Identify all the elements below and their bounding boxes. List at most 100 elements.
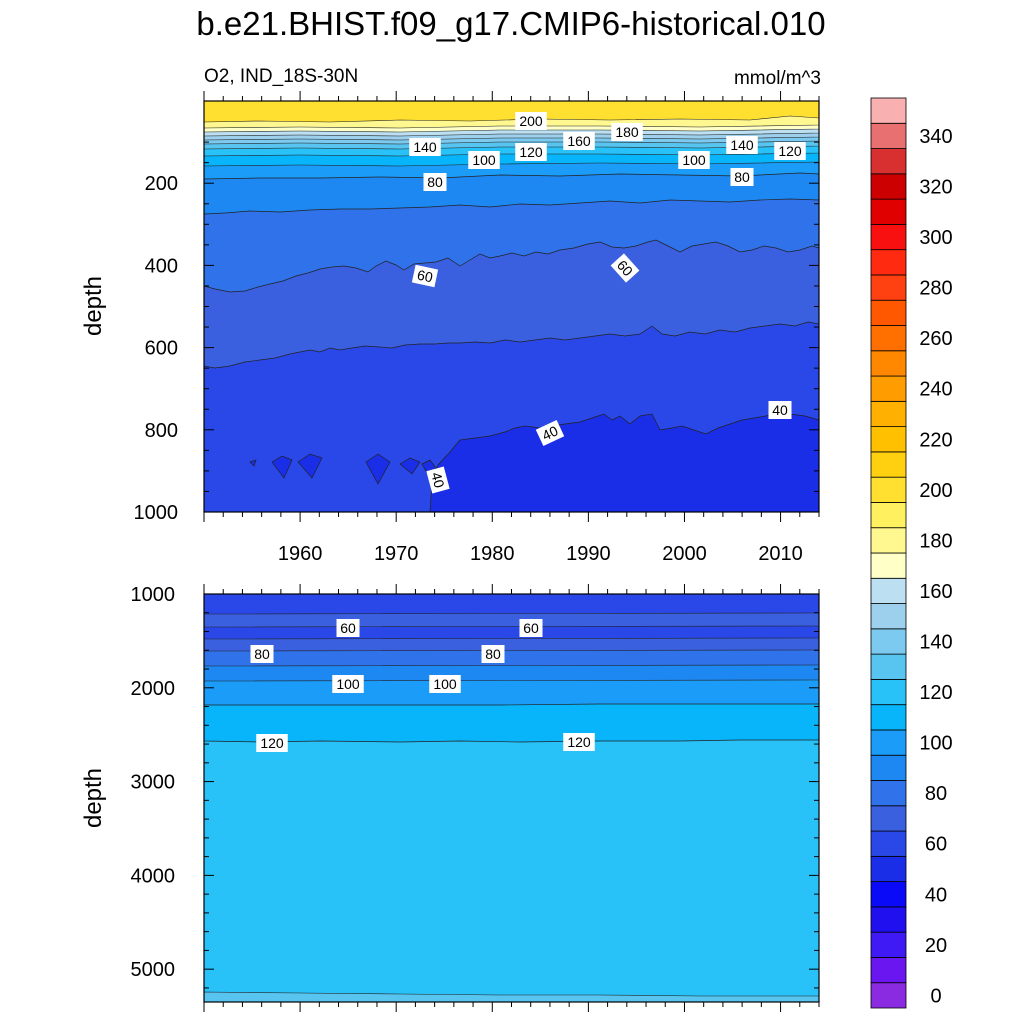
colorbar-swatch xyxy=(870,527,907,554)
contour-label-text: 100 xyxy=(472,152,496,168)
lower-y-axis: 1000 2000 3000 4000 5000 xyxy=(131,584,819,989)
contour-label-box xyxy=(610,253,640,283)
contour-label-box xyxy=(468,151,500,169)
contour-label: 60 xyxy=(336,619,360,637)
colorbar-tick-label: 100 xyxy=(919,733,952,755)
contour-label: 140 xyxy=(409,138,441,156)
contour-label-box xyxy=(409,138,441,156)
upper-panel: 200 400 600 800 1000 1960 1970 1980 1990 2000 201… xyxy=(80,91,820,565)
colorbar-tick-label: 280 xyxy=(919,278,952,300)
colorbar-swatch xyxy=(870,628,907,655)
contour-label: 120 xyxy=(515,143,547,161)
colorbar-tick-label: 20 xyxy=(925,935,947,957)
contour-label-box xyxy=(426,466,450,494)
colorbar-swatch xyxy=(870,400,907,428)
upper-xtick-label: 2000 xyxy=(662,543,707,565)
colorbar-swatch xyxy=(870,754,907,781)
contour-label-box xyxy=(563,733,595,751)
contour-label-box xyxy=(256,734,288,752)
colorbar-swatch xyxy=(870,906,907,933)
fill-blob-4 xyxy=(365,453,391,485)
contour-label-text: 80 xyxy=(427,174,443,190)
contour-label-box xyxy=(515,112,547,130)
upper-ytick-label: 200 xyxy=(145,173,178,195)
colorbar-swatch xyxy=(870,678,907,706)
colorbar-swatch xyxy=(870,223,907,251)
upper-ytick-label: 400 xyxy=(145,255,178,277)
contour-label-text: 100 xyxy=(336,676,360,692)
colorbar-tick-label: 0 xyxy=(930,985,941,1007)
colorbar-swatch xyxy=(870,502,907,529)
colorbar-tick-label: 220 xyxy=(919,429,952,451)
colorbar-swatch xyxy=(870,603,907,630)
colorbar-swatch xyxy=(870,855,907,883)
chart-title: b.e21.BHIST.f09_g17.CMIP6-historical.010 xyxy=(196,5,825,42)
fill-band-lt40 xyxy=(429,411,819,512)
contour-label: 40 xyxy=(535,419,565,447)
upper-xtick-label: 1990 xyxy=(566,543,611,565)
contour-label-box xyxy=(481,645,505,663)
contour-label: 40 xyxy=(426,466,450,494)
contour-label-text: 40 xyxy=(772,402,788,418)
upper-ytick-label: 600 xyxy=(145,338,178,360)
contour-label-box xyxy=(726,136,758,154)
contour-label-text: 140 xyxy=(413,139,437,155)
contour-label-box xyxy=(411,264,439,288)
lower-ytick-label: 3000 xyxy=(131,772,176,794)
contour-label-text: 180 xyxy=(615,124,639,140)
colorbar-swatch xyxy=(870,97,907,124)
colorbar-tick-label: 180 xyxy=(919,530,952,552)
contour-label-text: 160 xyxy=(567,133,591,149)
colorbar-swatch xyxy=(870,122,907,149)
colorbar-tick-label: 200 xyxy=(919,480,952,502)
contour-label-box xyxy=(250,645,274,663)
contour-label-box xyxy=(535,419,565,447)
contour-label-text: 80 xyxy=(254,646,270,662)
colorbar-swatch xyxy=(870,173,907,200)
upper-ylabel: depth xyxy=(80,276,107,336)
contour-label-box xyxy=(515,143,547,161)
colorbar-swatch xyxy=(870,729,907,756)
colorbar-tick-label: 60 xyxy=(925,834,947,856)
units-label: mmol/m^3 xyxy=(734,68,821,89)
contour-label: 100 xyxy=(678,151,710,169)
lower-ytick-label: 4000 xyxy=(131,865,176,887)
colorbar-swatch xyxy=(870,426,907,453)
colorbar-swatch xyxy=(870,325,907,352)
colorbar-swatch xyxy=(870,704,907,731)
colorbar-swatch xyxy=(870,653,907,680)
contour-label-box xyxy=(611,123,643,141)
contour-label: 60 xyxy=(519,619,543,637)
fill-blob-2 xyxy=(271,455,293,479)
lower-ytick-label: 2000 xyxy=(131,678,176,700)
colorbar-swatch xyxy=(870,982,907,1009)
upper-ytick-label: 1000 xyxy=(134,502,179,524)
colorbar-swatch xyxy=(870,931,907,958)
colorbar-tick-label: 320 xyxy=(919,176,952,198)
contour-label: 140 xyxy=(726,136,758,154)
contour-label: 60 xyxy=(411,264,439,288)
contour-label-text: 60 xyxy=(416,267,435,286)
upper-contour-labels: 200 140 100 120 160 180 100 140 120 80 80 60 60 40 40 4… xyxy=(409,112,806,494)
upper-contour-fills xyxy=(204,101,819,512)
contour-label-text: 80 xyxy=(485,646,501,662)
contour-label: 100 xyxy=(468,151,500,169)
lower-contour-fills xyxy=(204,594,819,1002)
upper-y-axis: 200 400 600 800 1000 xyxy=(134,141,819,524)
colorbar-swatch xyxy=(870,375,907,402)
colorbar-swatch xyxy=(870,198,907,225)
contour-label: 80 xyxy=(481,645,505,663)
contour-label-text: 100 xyxy=(433,676,457,692)
contour-label-text: 120 xyxy=(519,144,543,160)
upper-xtick-label: 1980 xyxy=(470,543,515,565)
contour-label: 120 xyxy=(774,142,806,160)
lower-contour-labels: 60 60 80 80 100 100 120 120 xyxy=(250,619,595,752)
contour-label-box xyxy=(774,142,806,160)
contour-label-text: 60 xyxy=(523,620,539,636)
colorbar-swatch xyxy=(870,299,907,326)
colorbar-swatch xyxy=(870,552,907,579)
contour-label: 200 xyxy=(515,112,547,130)
colorbar-tick-label: 40 xyxy=(925,884,947,906)
contour-label-box xyxy=(678,151,710,169)
